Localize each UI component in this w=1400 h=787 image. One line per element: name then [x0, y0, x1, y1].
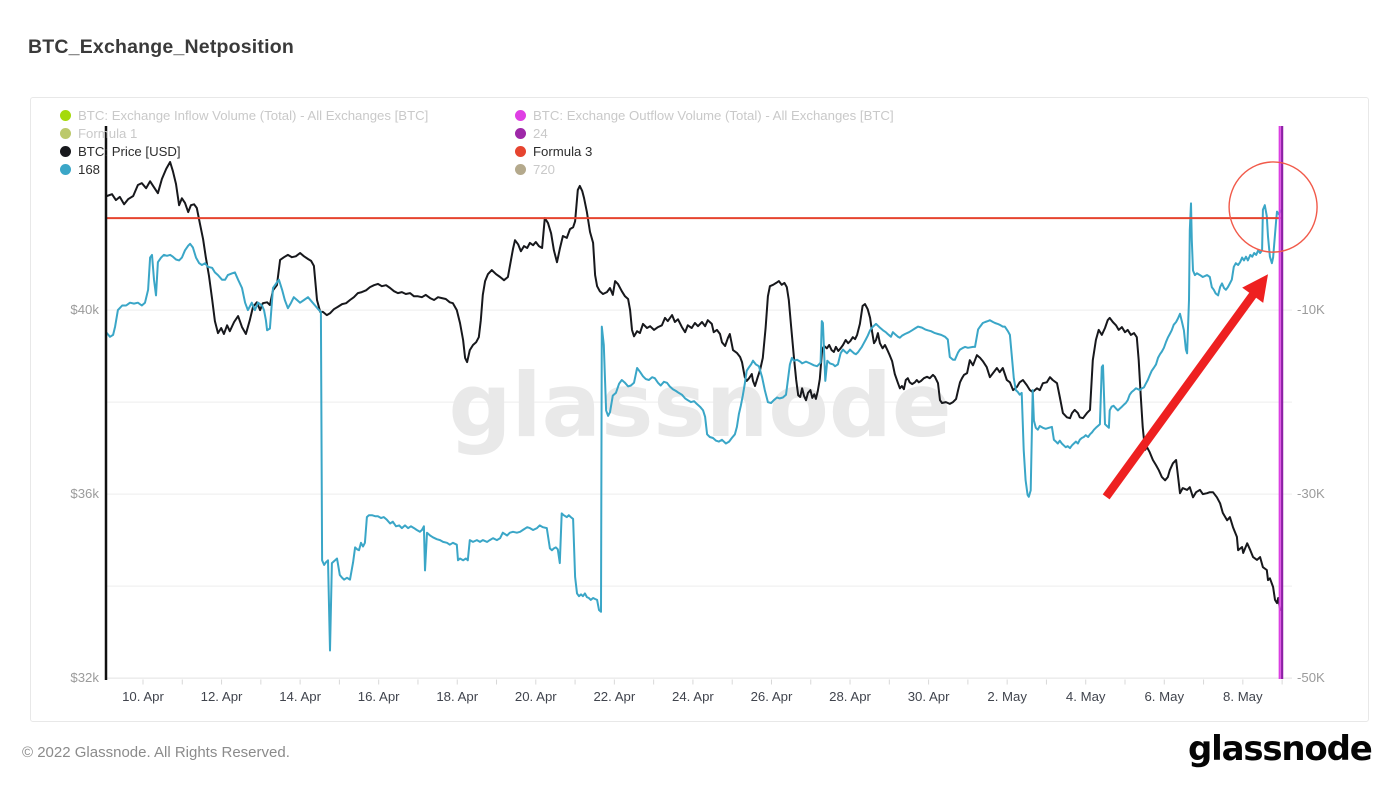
legend-item-168[interactable]: 168	[60, 161, 428, 179]
legend-series-dot-icon	[60, 145, 71, 157]
x-axis-label: 16. Apr	[357, 689, 400, 704]
y-axis-label-right: -10K	[1297, 302, 1325, 318]
legend-item-24[interactable]: 24	[515, 124, 894, 142]
x-axis-label: 8. May	[1223, 689, 1263, 704]
legend-item-label: Formula 3	[533, 143, 593, 159]
x-axis-label: 20. Apr	[514, 689, 557, 704]
legend-item-label: Formula 1	[78, 125, 138, 141]
x-axis-label: 30. Apr	[907, 689, 950, 704]
x-axis-label: 14. Apr	[279, 689, 321, 704]
legend-item-label: 168	[78, 162, 101, 178]
legend-series-dot-icon	[60, 109, 71, 121]
legend-series-dot-icon	[60, 164, 71, 176]
x-axis-label: 18. Apr	[436, 689, 479, 704]
legend-right-column: BTC: Exchange Outflow Volume (Total) - A…	[515, 106, 894, 179]
copyright-text: © 2022 Glassnode. All Rights Reserved.	[22, 744, 290, 761]
legend-item-label: BTC: Exchange Inflow Volume (Total) - Al…	[78, 107, 429, 123]
y-axis-label-left: $32k	[70, 670, 99, 686]
x-axis-label: 12. Apr	[200, 689, 243, 704]
x-axis-label: 24. Apr	[672, 689, 714, 704]
y-axis-label-right: -50K	[1297, 670, 1325, 686]
x-axis-label: 22. Apr	[593, 689, 636, 704]
chart-card	[30, 97, 1369, 722]
x-axis-label: 6. May	[1144, 689, 1185, 704]
legend-item-formula-3[interactable]: Formula 3	[515, 142, 894, 160]
legend-series-dot-icon	[515, 127, 526, 139]
legend-item-720[interactable]: 720	[515, 161, 894, 179]
legend-item-formula-1[interactable]: Formula 1	[60, 124, 428, 142]
x-axis-label: 4. May	[1065, 689, 1106, 704]
y-axis-label-right: -30K	[1297, 486, 1325, 502]
y-axis-label-left: $36k	[70, 486, 99, 502]
legend-series-dot-icon	[515, 109, 526, 121]
glassnode-logo: glassnode	[1188, 729, 1373, 769]
y-axis-label-left: $40k	[70, 302, 99, 318]
legend-item-btc-exchange-inflow-volume-total-all-exchanges-btc[interactable]: BTC: Exchange Inflow Volume (Total) - Al…	[60, 106, 428, 124]
legend-item-label: 24	[533, 125, 548, 141]
legend-series-dot-icon	[515, 164, 526, 176]
legend-left-column: BTC: Exchange Inflow Volume (Total) - Al…	[60, 106, 428, 179]
legend-item-label: BTC: Exchange Outflow Volume (Total) - A…	[533, 107, 894, 123]
legend-item-btc-exchange-outflow-volume-total-all-exchanges-btc[interactable]: BTC: Exchange Outflow Volume (Total) - A…	[515, 106, 894, 124]
legend-item-label: BTC: Price [USD]	[78, 143, 181, 159]
x-axis-label: 2. May	[987, 689, 1027, 704]
legend-series-dot-icon	[60, 127, 71, 139]
page-title: BTC_Exchange_Netposition	[28, 36, 294, 58]
x-axis-label: 10. Apr	[122, 689, 164, 704]
legend-item-btc-price-usd[interactable]: BTC: Price [USD]	[60, 142, 428, 160]
legend-series-dot-icon	[515, 145, 526, 157]
x-axis-label: 28. Apr	[829, 689, 871, 704]
x-axis-label: 26. Apr	[750, 689, 793, 704]
legend-item-label: 720	[533, 162, 556, 178]
